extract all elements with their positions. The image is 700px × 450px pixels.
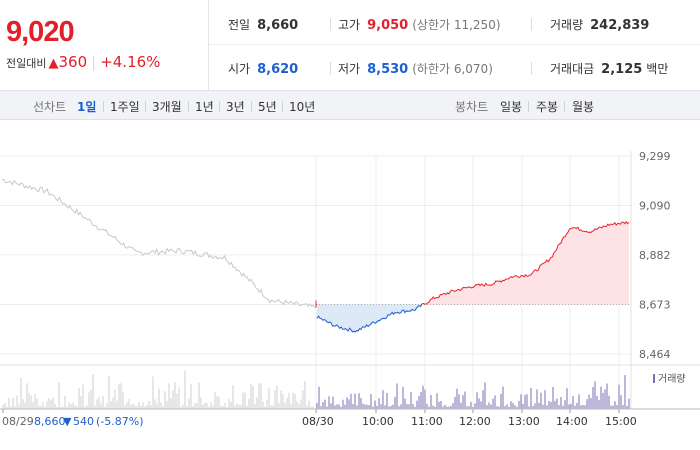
chart-lines [1, 179, 630, 333]
stat-label: 고가 [338, 18, 361, 32]
stat-label: 저가 [338, 62, 361, 76]
price-chart-svg: 9,299 9,090 8,882 8,673 8,464 08/29 08/30 10:00… [0, 150, 700, 428]
upper-limit-note: (상한가 11,250) [412, 18, 501, 32]
stat-label: 거래량 [550, 18, 584, 32]
y-tick-label: 9,090 [639, 200, 671, 213]
x-tick-label: 11:00 [411, 415, 443, 428]
stat-volume: 거래량 242,839 [550, 16, 649, 33]
x-tick-label: 15:00 [605, 415, 637, 428]
stat-label: 거래대금 [550, 62, 595, 76]
prev-day-change-pct: (-5.87%) [96, 415, 144, 428]
current-price: 9,020 [6, 16, 75, 48]
stats-divider [531, 62, 532, 75]
price-chart: 9,299 9,090 8,882 8,673 8,464 08/29 08/30 10:00… [0, 121, 700, 450]
tab-period-3m[interactable]: 3개월 [152, 100, 182, 114]
stats-divider [330, 62, 331, 75]
price-change-row: 전일대비 ▲360 | +4.16% [6, 53, 160, 71]
y-tick-label: 8,882 [639, 249, 671, 262]
chart-tab-bar: 선차트 1일 1주일 3개월 1년 3년 5년 10년 봉차트 일봉 주봉 월봉 [0, 90, 700, 120]
prev-day-price: 8,660 [34, 415, 66, 428]
candle-chart-label: 봉차트 [455, 100, 489, 114]
up-arrow-icon: ▲ [48, 56, 59, 71]
stat-trade-amount: 거래대금 2,125 백만 [550, 60, 668, 77]
y-tick-label: 8,673 [639, 298, 671, 311]
tab-divider [103, 101, 104, 112]
y-tick-label: 9,299 [639, 150, 671, 163]
stat-value: 8,620 [257, 62, 299, 77]
stat-high: 고가 9,050 (상한가 11,250) [338, 16, 501, 33]
tab-divider [219, 101, 220, 112]
chart-area-fills [317, 221, 629, 333]
today-up-price-line [421, 220, 630, 305]
stat-value: 8,530 [367, 62, 409, 77]
stat-value: 8,660 [257, 18, 299, 33]
tab-period-5y[interactable]: 5년 [258, 100, 277, 114]
change-percent: +4.16% [100, 53, 161, 71]
stat-unit: 백만 [646, 62, 669, 76]
tab-candle-monthly[interactable]: 월봉 [572, 100, 595, 114]
stat-low: 저가 8,530 (하한가 6,070) [338, 60, 493, 77]
change-amount: 360 [58, 53, 88, 71]
x-tick-label: 13:00 [508, 415, 540, 428]
x-tick-label: 12:00 [459, 415, 491, 428]
chart-axes: 9,299 9,090 8,882 8,673 8,464 08/29 08/30 10:00… [0, 150, 700, 428]
stats-row-divider [209, 44, 700, 45]
change-label: 전일대비 [6, 57, 47, 70]
volume-legend-label: 거래량 [658, 373, 686, 385]
stats-divider [330, 18, 331, 31]
tab-period-1y[interactable]: 1년 [195, 100, 214, 114]
x-tick-label: 10:00 [362, 415, 394, 428]
tab-divider [188, 101, 189, 112]
tab-divider [251, 101, 252, 112]
tab-divider [282, 101, 283, 112]
tab-divider [564, 101, 565, 112]
volume-legend-swatch [653, 374, 655, 383]
lower-limit-note: (하한가 6,070) [412, 62, 493, 76]
x-tick-label: 08/30 [302, 415, 334, 428]
prev-day-date: 08/29 [2, 415, 34, 428]
tab-candle-weekly[interactable]: 주봉 [536, 100, 559, 114]
tab-period-3y[interactable]: 3년 [226, 100, 245, 114]
down-arrow-icon: ▼ [63, 415, 72, 428]
stats-divider [531, 18, 532, 31]
tab-divider [145, 101, 146, 112]
up-area-fill [421, 221, 629, 305]
stat-value: 2,125 [601, 62, 643, 77]
prev-day-price-line [1, 179, 316, 309]
today-down-price-line [316, 303, 423, 333]
y-tick-label: 8,464 [639, 348, 671, 361]
stat-value: 242,839 [590, 18, 650, 33]
change-divider: | [91, 53, 97, 71]
price-summary: 9,020 전일대비 ▲360 | +4.16% [0, 0, 209, 90]
stat-open: 시가 8,620 [228, 60, 298, 77]
down-area-fill [317, 303, 422, 333]
stat-prev-close: 전일 8,660 [228, 16, 298, 33]
tab-divider [528, 101, 529, 112]
stat-label: 전일 [228, 18, 251, 32]
line-chart-label: 선차트 [33, 100, 67, 114]
volume-bars [2, 370, 630, 409]
tab-candle-daily[interactable]: 일봉 [500, 100, 523, 114]
prev-day-change: 540 [73, 415, 94, 428]
tab-period-1d[interactable]: 1일 [77, 100, 97, 114]
stock-stats-table: 전일 8,660 고가 9,050 (상한가 11,250) 거래량 242,839 시… [209, 0, 700, 90]
chart-grid [0, 151, 700, 409]
stat-value: 9,050 [367, 18, 409, 33]
x-tick-label: 14:00 [556, 415, 588, 428]
tab-period-10y[interactable]: 10년 [289, 100, 316, 114]
stat-label: 시가 [228, 62, 251, 76]
tab-period-1w[interactable]: 1주일 [110, 100, 140, 114]
